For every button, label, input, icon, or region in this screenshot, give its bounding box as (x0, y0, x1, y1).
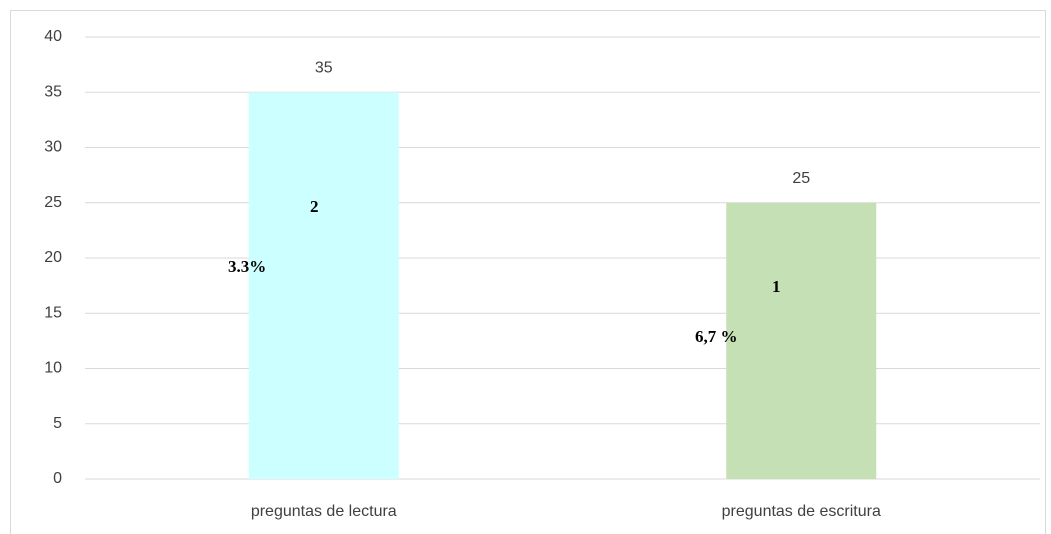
x-tick-label: preguntas de escritura (722, 503, 881, 520)
annotation: 2 (310, 197, 319, 216)
y-tick-label: 15 (44, 304, 62, 321)
y-tick-label: 5 (53, 415, 62, 432)
y-tick-label: 35 (44, 83, 62, 100)
data-label: 25 (792, 170, 810, 187)
y-tick-label: 20 (44, 249, 62, 266)
y-tick-label: 40 (44, 28, 62, 45)
annotation: 3.3% (228, 257, 266, 276)
annotation: 1 (772, 277, 781, 296)
chart-border (10, 10, 1046, 534)
bar (726, 202, 877, 479)
y-tick-label: 25 (44, 194, 62, 211)
data-label: 35 (315, 59, 333, 76)
y-tick-label: 10 (44, 360, 62, 377)
y-tick-label: 0 (53, 470, 62, 487)
y-tick-label: 30 (44, 139, 62, 156)
annotation: 6,7 % (695, 327, 738, 346)
plot: 0 5 10 15 20 25 30 35 40 35 preguntas de lectura 25… (44, 28, 1040, 520)
x-tick-label: preguntas de lectura (251, 503, 397, 520)
bar (248, 92, 399, 479)
